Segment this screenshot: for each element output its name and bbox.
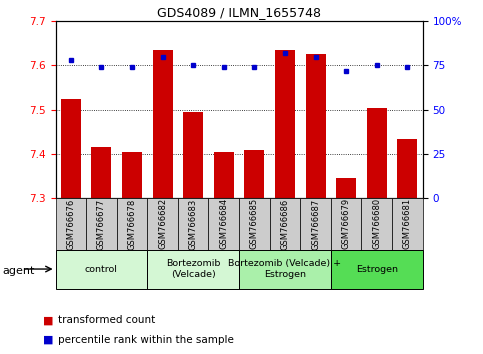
Bar — [275, 50, 295, 198]
Bar — [392, 198, 423, 250]
Title: GDS4089 / ILMN_1655748: GDS4089 / ILMN_1655748 — [157, 6, 321, 19]
Text: Estrogen: Estrogen — [356, 264, 398, 274]
Text: ■: ■ — [43, 335, 54, 345]
Bar — [91, 147, 112, 198]
Text: GSM766684: GSM766684 — [219, 198, 228, 250]
Bar — [178, 198, 209, 250]
Bar — [361, 198, 392, 250]
Text: GSM766678: GSM766678 — [128, 198, 137, 250]
Text: Bortezomib (Velcade) +
Estrogen: Bortezomib (Velcade) + Estrogen — [228, 259, 341, 279]
Bar — [239, 250, 331, 289]
Bar — [153, 50, 172, 198]
Bar — [56, 198, 86, 250]
Text: GSM766687: GSM766687 — [311, 198, 320, 250]
Bar — [183, 112, 203, 198]
Bar — [244, 150, 264, 198]
Text: transformed count: transformed count — [58, 315, 155, 325]
Text: GSM766680: GSM766680 — [372, 198, 381, 250]
Text: agent: agent — [2, 266, 35, 276]
Bar — [214, 152, 234, 198]
Text: GSM766686: GSM766686 — [281, 198, 289, 250]
Text: ■: ■ — [43, 315, 54, 325]
Text: GSM766677: GSM766677 — [97, 198, 106, 250]
Bar — [306, 55, 326, 198]
Text: percentile rank within the sample: percentile rank within the sample — [58, 335, 234, 345]
Bar — [117, 198, 147, 250]
Bar — [398, 138, 417, 198]
Text: control: control — [85, 264, 118, 274]
Bar — [270, 198, 300, 250]
Bar — [209, 198, 239, 250]
Text: GSM766685: GSM766685 — [250, 198, 259, 250]
Bar — [56, 250, 147, 289]
Bar — [336, 178, 356, 198]
Bar — [147, 250, 239, 289]
Text: GSM766681: GSM766681 — [403, 198, 412, 250]
Bar — [61, 99, 81, 198]
Bar — [367, 108, 387, 198]
Bar — [300, 198, 331, 250]
Bar — [122, 152, 142, 198]
Text: GSM766683: GSM766683 — [189, 198, 198, 250]
Bar — [331, 250, 423, 289]
Bar — [239, 198, 270, 250]
Text: GSM766676: GSM766676 — [66, 198, 75, 250]
Bar — [86, 198, 117, 250]
Text: GSM766682: GSM766682 — [158, 198, 167, 250]
Text: Bortezomib
(Velcade): Bortezomib (Velcade) — [166, 259, 220, 279]
Text: GSM766679: GSM766679 — [341, 198, 351, 250]
Bar — [147, 198, 178, 250]
Bar — [331, 198, 361, 250]
